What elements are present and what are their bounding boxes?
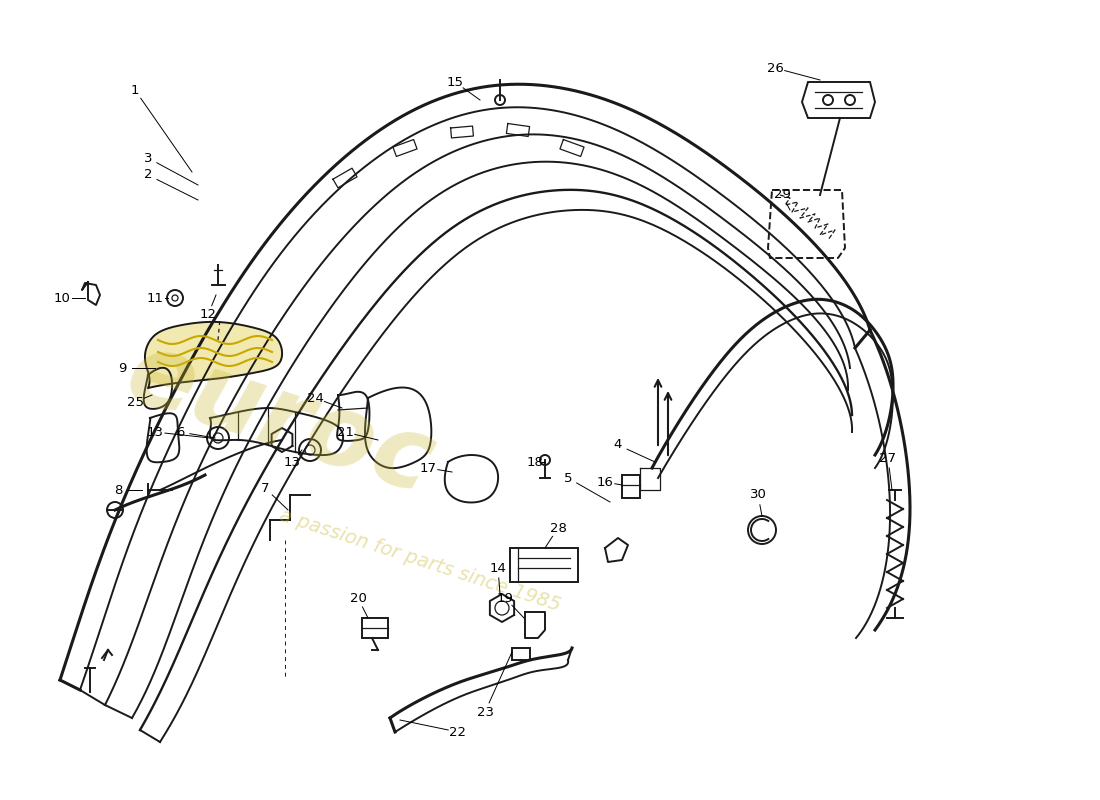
Text: 17: 17: [419, 462, 437, 474]
Text: euroc: euroc: [114, 325, 446, 515]
Text: 25: 25: [126, 395, 143, 409]
Text: 9: 9: [118, 362, 127, 374]
Text: 14: 14: [490, 562, 506, 574]
Text: 12: 12: [199, 309, 217, 322]
Text: 4: 4: [614, 438, 623, 451]
Text: 8: 8: [113, 483, 122, 497]
Text: 10: 10: [54, 291, 70, 305]
Text: 30: 30: [749, 489, 767, 502]
Text: 3: 3: [144, 151, 152, 165]
Text: 21: 21: [337, 426, 353, 438]
Text: 11: 11: [146, 291, 164, 305]
Text: 23: 23: [476, 706, 494, 718]
Text: 27: 27: [880, 451, 896, 465]
Text: 13: 13: [284, 455, 300, 469]
Text: 20: 20: [350, 591, 366, 605]
Text: 2: 2: [144, 169, 152, 182]
Text: 5: 5: [563, 471, 572, 485]
Text: 28: 28: [550, 522, 566, 534]
Text: 24: 24: [307, 391, 323, 405]
Text: 29: 29: [773, 189, 791, 202]
Text: 19: 19: [496, 591, 514, 605]
Text: 22: 22: [450, 726, 466, 738]
Text: 18: 18: [527, 455, 543, 469]
Text: 13: 13: [146, 426, 164, 438]
Polygon shape: [145, 322, 282, 388]
Text: 6: 6: [176, 426, 184, 438]
Text: 15: 15: [447, 75, 463, 89]
Text: 7: 7: [261, 482, 270, 494]
Text: a passion for parts since 1985: a passion for parts since 1985: [277, 506, 563, 614]
Text: 1: 1: [131, 83, 140, 97]
Text: 16: 16: [596, 475, 614, 489]
Text: 26: 26: [767, 62, 783, 74]
